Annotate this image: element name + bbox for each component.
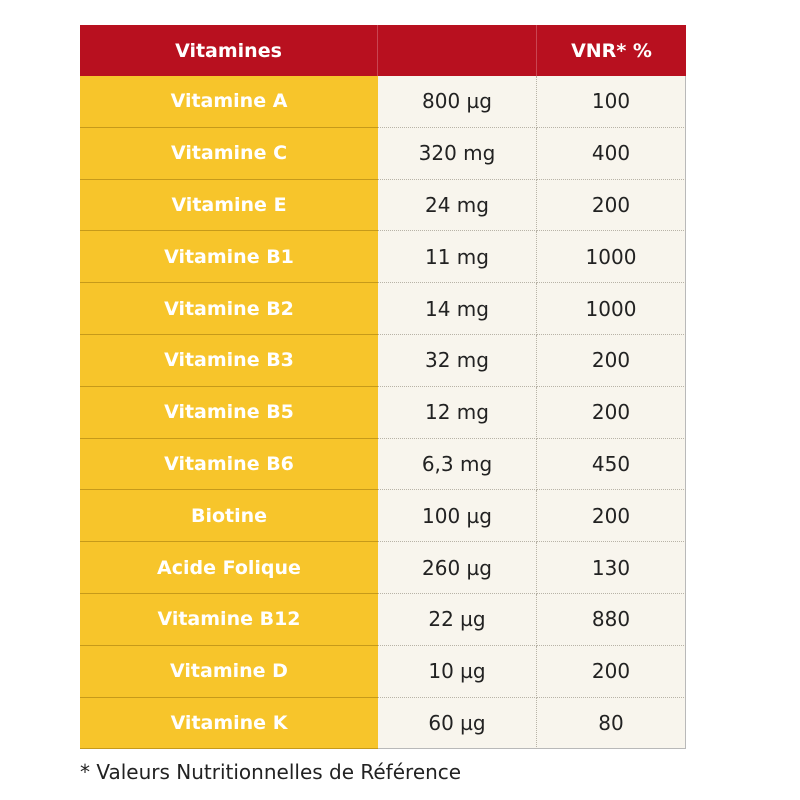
amount-cell: 14 mg [378,283,537,335]
table-row: Vitamine B12 22 µg 880 [80,593,686,646]
vitamin-name-cell: Vitamine B6 [80,438,378,491]
header-cell-amount [378,25,537,76]
vnr-cell: 200 [537,334,686,387]
amount-cell: 12 mg [378,386,537,439]
table-row: Vitamine B5 12 mg 200 [80,386,686,439]
vnr-cell: 130 [537,542,686,594]
table-row: Vitamine K 60 µg 80 [80,697,686,750]
amount-cell: 800 µg [378,76,537,128]
footnote: * Valeurs Nutritionnelles de Référence [80,760,462,784]
vitamin-table: Vitamines VNR* % Vitamine A 800 µg 100 Vita… [80,25,686,750]
vitamin-name-cell: Vitamine B3 [80,334,378,387]
vitamin-name-cell: Vitamine B2 [80,283,378,335]
table-row: Vitamine B6 6,3 mg 450 [80,438,686,491]
vnr-cell: 400 [537,127,686,180]
amount-cell: 60 µg [378,697,537,750]
table-row: Vitamine C 320 mg 400 [80,127,686,180]
amount-cell: 10 µg [378,645,537,698]
amount-cell: 24 mg [378,179,537,232]
vnr-cell: 100 [537,76,686,128]
vnr-cell: 80 [537,697,686,750]
amount-cell: 260 µg [378,542,537,594]
vitamin-name-cell: Vitamine B1 [80,231,378,284]
vitamin-name-cell: Biotine [80,490,378,543]
table-header: Vitamines VNR* % [80,25,686,76]
amount-cell: 6,3 mg [378,438,537,491]
table-row: Acide Folique 260 µg 130 [80,542,686,594]
vitamin-name-cell: Vitamine A [80,76,378,128]
amount-cell: 100 µg [378,490,537,543]
vitamin-name-cell: Acide Folique [80,542,378,594]
amount-cell: 22 µg [378,593,537,646]
vnr-cell: 1000 [537,231,686,284]
table-row: Vitamine B3 32 mg 200 [80,334,686,387]
vnr-cell: 200 [537,386,686,439]
vnr-cell: 200 [537,179,686,232]
vnr-cell: 200 [537,490,686,543]
header-cell-vnr: VNR* % [571,39,652,62]
header-cell-vitamines: Vitamines [80,25,378,76]
vnr-cell: 200 [537,645,686,698]
vitamin-name-cell: Vitamine D [80,645,378,698]
vitamin-name-cell: Vitamine B5 [80,386,378,439]
table-row: Biotine 100 µg 200 [80,490,686,543]
vnr-cell: 1000 [537,283,686,335]
vitamin-name-cell: Vitamine E [80,179,378,232]
table-row: Vitamine A 800 µg 100 [80,76,686,128]
vitamin-name-cell: Vitamine K [80,697,378,750]
vitamin-name-cell: Vitamine B12 [80,593,378,646]
table-row: Vitamine E 24 mg 200 [80,179,686,232]
table-row: Vitamine B1 11 mg 1000 [80,231,686,284]
vnr-cell: 450 [537,438,686,491]
amount-cell: 11 mg [378,231,537,284]
vnr-cell: 880 [537,593,686,646]
amount-cell: 320 mg [378,127,537,180]
amount-cell: 32 mg [378,334,537,387]
table-row: Vitamine D 10 µg 200 [80,645,686,698]
table-row: Vitamine B2 14 mg 1000 [80,283,686,335]
vitamin-name-cell: Vitamine C [80,127,378,180]
